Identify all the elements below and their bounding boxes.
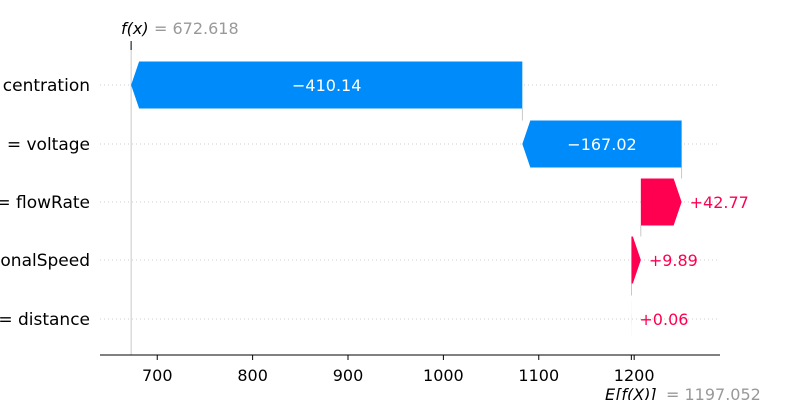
x-tick-label: 900	[333, 366, 364, 385]
bar-positive	[631, 237, 640, 284]
bars: −410.14 −167.02 +42.77 +9.89 +0.06	[131, 62, 749, 343]
ex-value: = 1197.052	[666, 385, 761, 400]
feature-labels: centration = voltage = flowRate onalSpeed = …	[0, 76, 90, 330]
x-tick-label: 1000	[423, 366, 464, 385]
bar-positive	[641, 179, 682, 226]
feature-label: onalSpeed	[0, 251, 90, 271]
x-tick-label: 800	[237, 366, 268, 385]
bar-value-label: −167.02	[567, 135, 636, 154]
x-tick-label: 1100	[518, 366, 559, 385]
fx-label: f(x)	[121, 19, 149, 38]
fx-value: = 672.618	[154, 19, 239, 38]
feature-label: = distance	[0, 310, 90, 330]
x-tick-label: 1200	[614, 366, 655, 385]
bar-value-label: −410.14	[292, 76, 361, 95]
feature-label: = voltage	[7, 135, 90, 155]
x-tick-label: 700	[142, 366, 173, 385]
bar-value-label: +0.06	[639, 310, 688, 329]
ex-label: E[f(X)]	[605, 385, 657, 400]
feature-label: centration	[3, 76, 90, 96]
x-axis: 700 800 900 1000 1100 1200	[100, 355, 720, 385]
feature-label: = flowRate	[0, 193, 90, 213]
bar-value-label: +9.89	[649, 251, 698, 270]
bar-value-label: +42.77	[690, 193, 749, 212]
